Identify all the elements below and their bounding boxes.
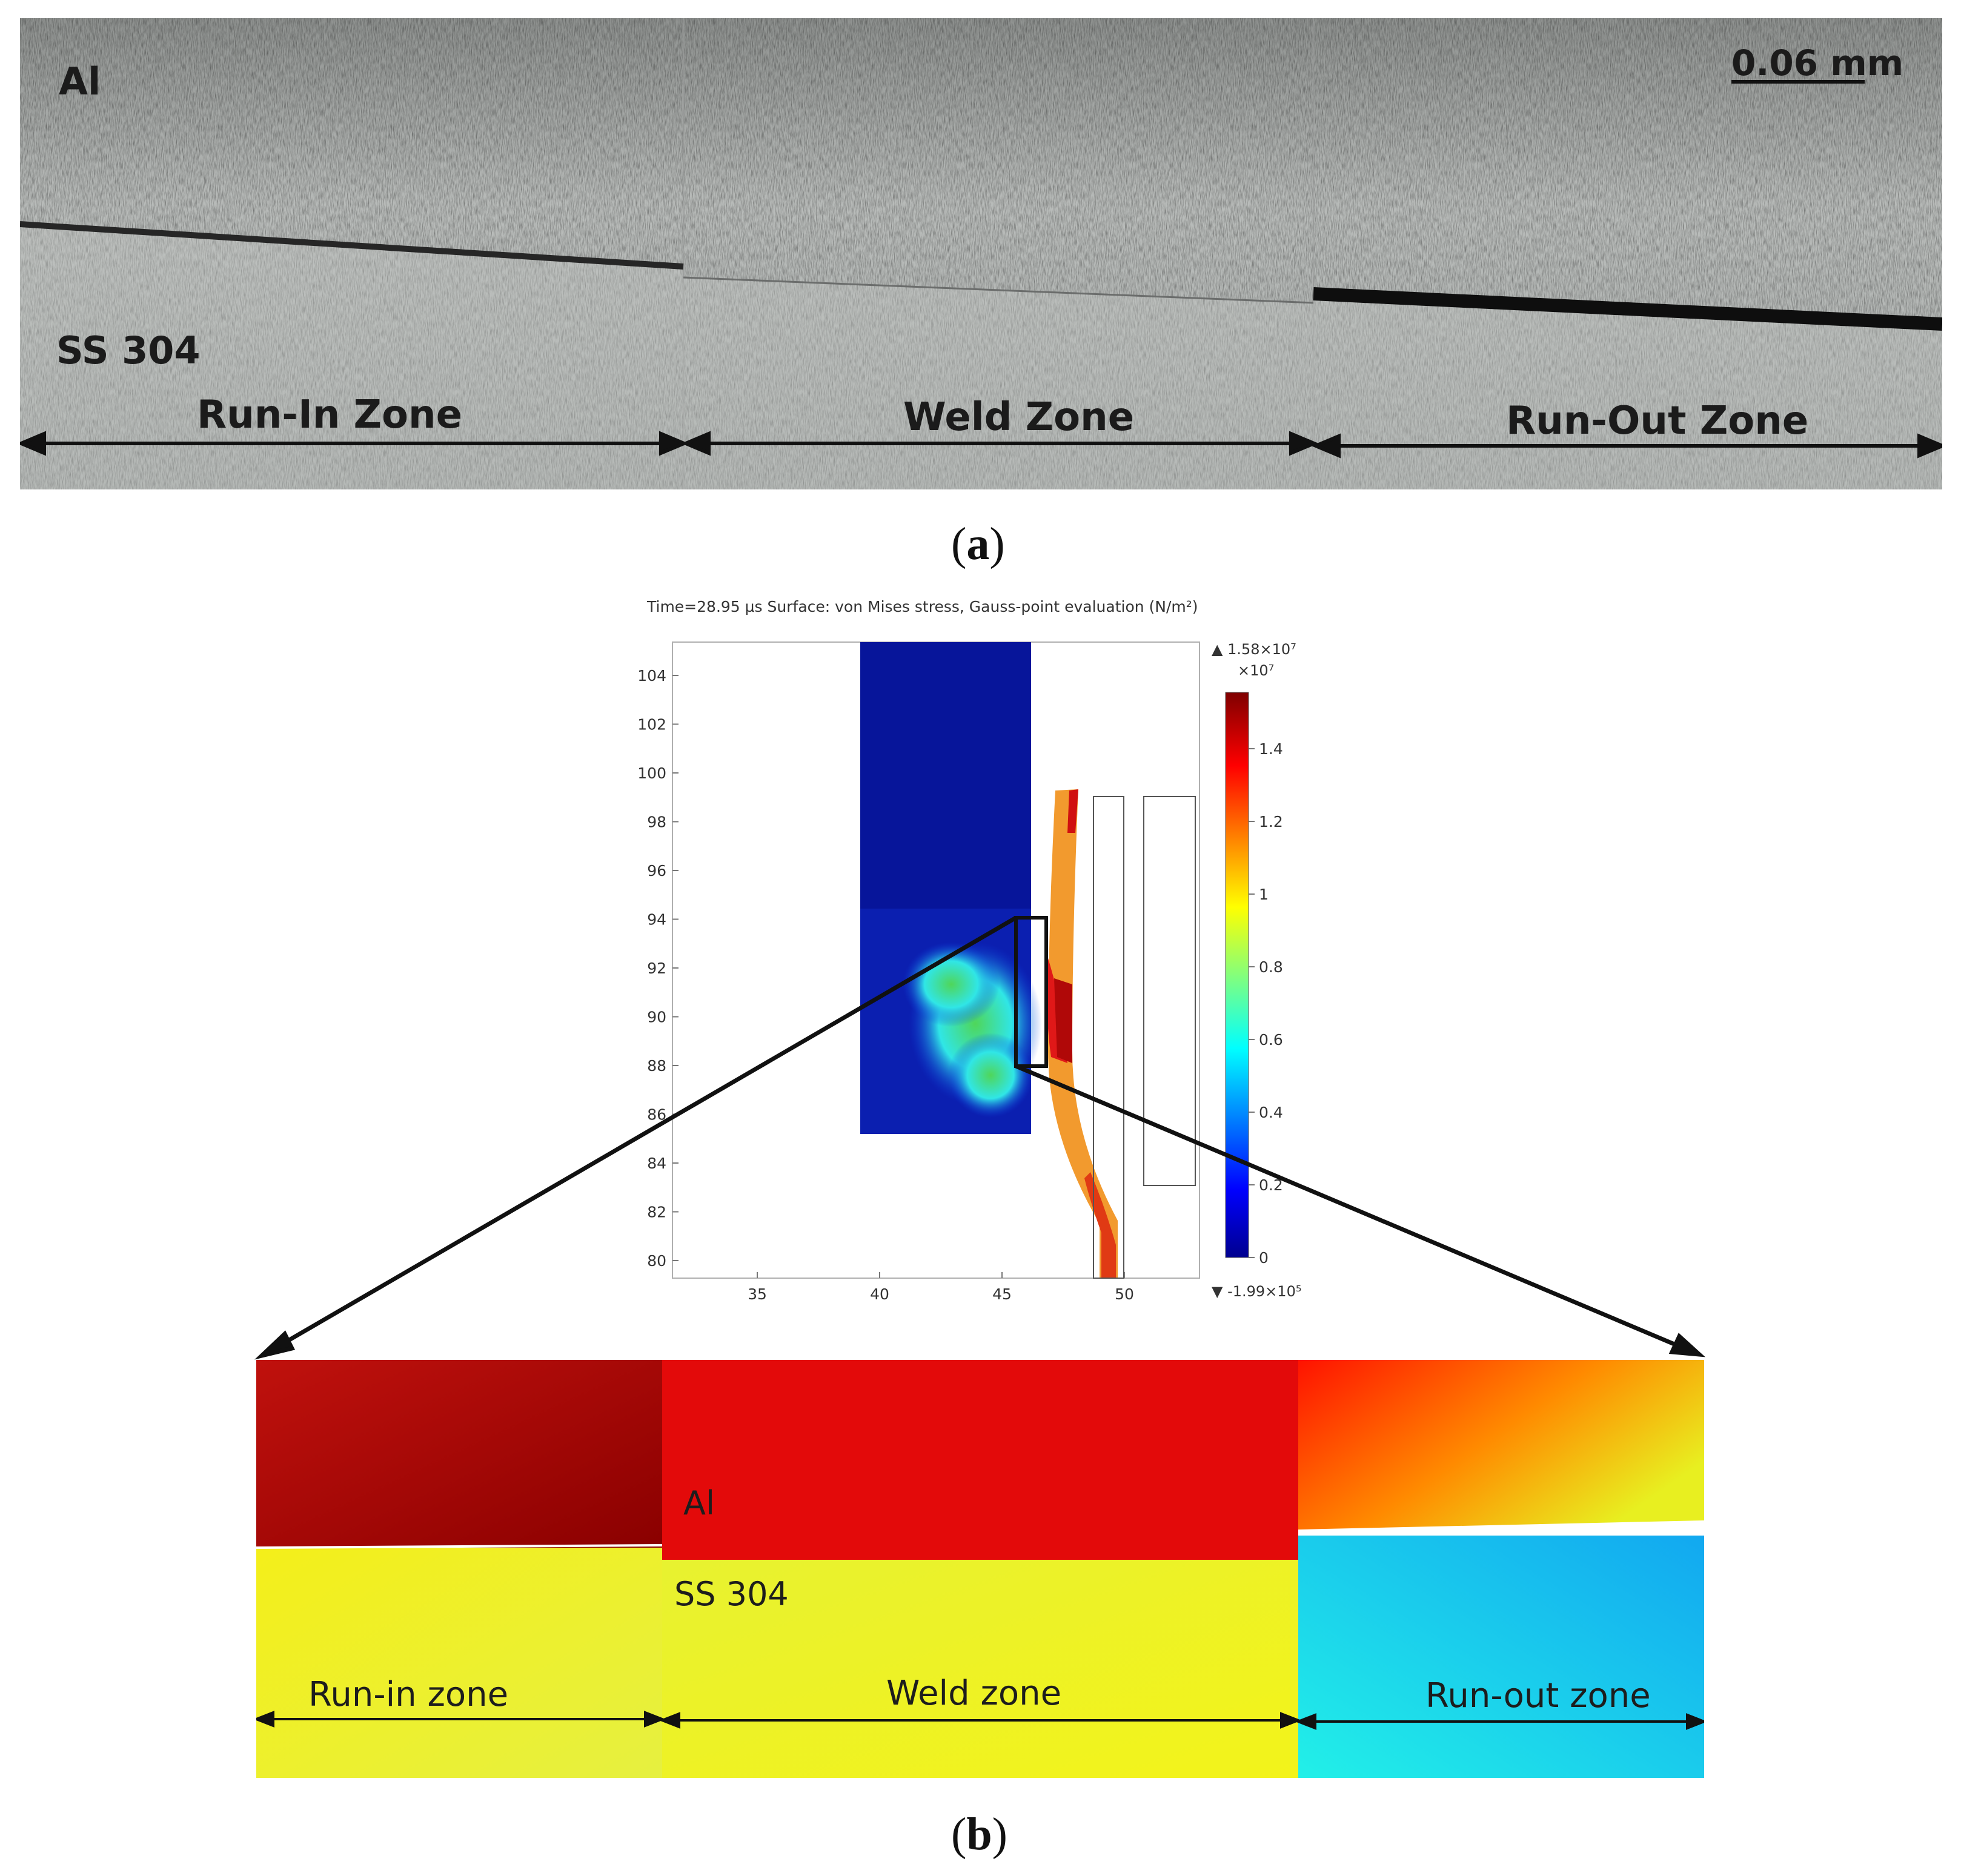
y-tick-label: 84	[647, 1155, 666, 1172]
colorbar-tick-label: 0.6	[1259, 1031, 1283, 1049]
y-tick-label: 86	[647, 1106, 666, 1124]
y-tick-label: 98	[647, 814, 666, 831]
colorbar-tick-label: 1	[1259, 886, 1269, 903]
colorbar-tick-label: 0.4	[1259, 1104, 1283, 1121]
micrograph-panel: Al SS 304 0.06 mm Run-In Zone Weld Zone …	[16, 18, 1947, 489]
y-tick-label: 102	[637, 716, 666, 734]
y-tick-label: 94	[647, 911, 666, 929]
micrograph-image	[16, 18, 1947, 489]
y-tick-label: 100	[637, 764, 666, 782]
plot-title: Time=28.95 µs Surface: von Mises stress,…	[646, 598, 1198, 615]
colorbar-tick-label: 0.8	[1259, 958, 1283, 976]
y-tick-label: 96	[647, 862, 666, 880]
x-tick-label: 35	[748, 1285, 767, 1303]
colorbar-min-label: ▼ -1.99×10⁵	[1212, 1283, 1301, 1300]
zone-label-run-in: Run-In Zone	[197, 393, 462, 437]
colorbar-tick-label: 1.2	[1259, 813, 1283, 830]
material-label-al: Al	[59, 59, 101, 104]
y-tick-label: 82	[647, 1204, 666, 1221]
y-tick-label: 92	[647, 960, 666, 977]
zoom-zone-label-run-out: Run-out zone	[1425, 1676, 1651, 1715]
zone-label-run-out: Run-Out Zone	[1506, 399, 1809, 443]
zoom-zone-label-weld: Weld zone	[886, 1674, 1062, 1713]
zoom-material-label-ss304: SS 304	[674, 1575, 789, 1613]
colorbar-multiplier: ×10⁷	[1238, 662, 1274, 679]
caption-a: (a)	[951, 519, 1005, 569]
y-tick-label: 80	[647, 1252, 666, 1270]
y-tick-label: 104	[637, 667, 666, 684]
x-tick-label: 40	[870, 1285, 889, 1303]
zoom-material-label-al: Al	[683, 1484, 715, 1522]
zone-label-weld: Weld Zone	[903, 395, 1135, 440]
colorbar-tick-label: 0.2	[1259, 1176, 1283, 1194]
y-tick-label: 90	[647, 1009, 666, 1026]
zoomed-interface-image	[253, 1360, 1708, 1778]
stress-plot-svg: Time=28.95 µs Surface: von Mises stress,…	[637, 598, 1301, 1303]
colorbar-tick-label: 1.4	[1259, 740, 1283, 758]
colorbar-ticks: 1.4 1.2 1 0.8 0.6 0.4 0.2 0	[1249, 740, 1283, 1267]
simulation-plot: Time=28.95 µs Surface: von Mises stress,…	[612, 591, 1351, 1318]
scale-bar-label: 0.06 mm	[1731, 42, 1904, 84]
colorbar-tick-label: 0	[1259, 1249, 1269, 1267]
caption-b-letter: b	[966, 1809, 992, 1860]
y-tick-label: 88	[647, 1057, 666, 1075]
x-tick-label: 50	[1115, 1285, 1134, 1303]
caption-b: (b)	[951, 1809, 1007, 1860]
x-tick-label: 45	[992, 1285, 1012, 1303]
caption-a-letter: a	[966, 519, 990, 569]
material-label-ss304: SS 304	[56, 328, 201, 373]
colorbar-max-label: ▲ 1.58×10⁷	[1212, 641, 1296, 658]
zoomed-interface-panel: Al SS 304 Run-in zone Weld zone Run-out …	[253, 1360, 1708, 1778]
zoom-zone-label-run-in: Run-in zone	[308, 1675, 509, 1714]
